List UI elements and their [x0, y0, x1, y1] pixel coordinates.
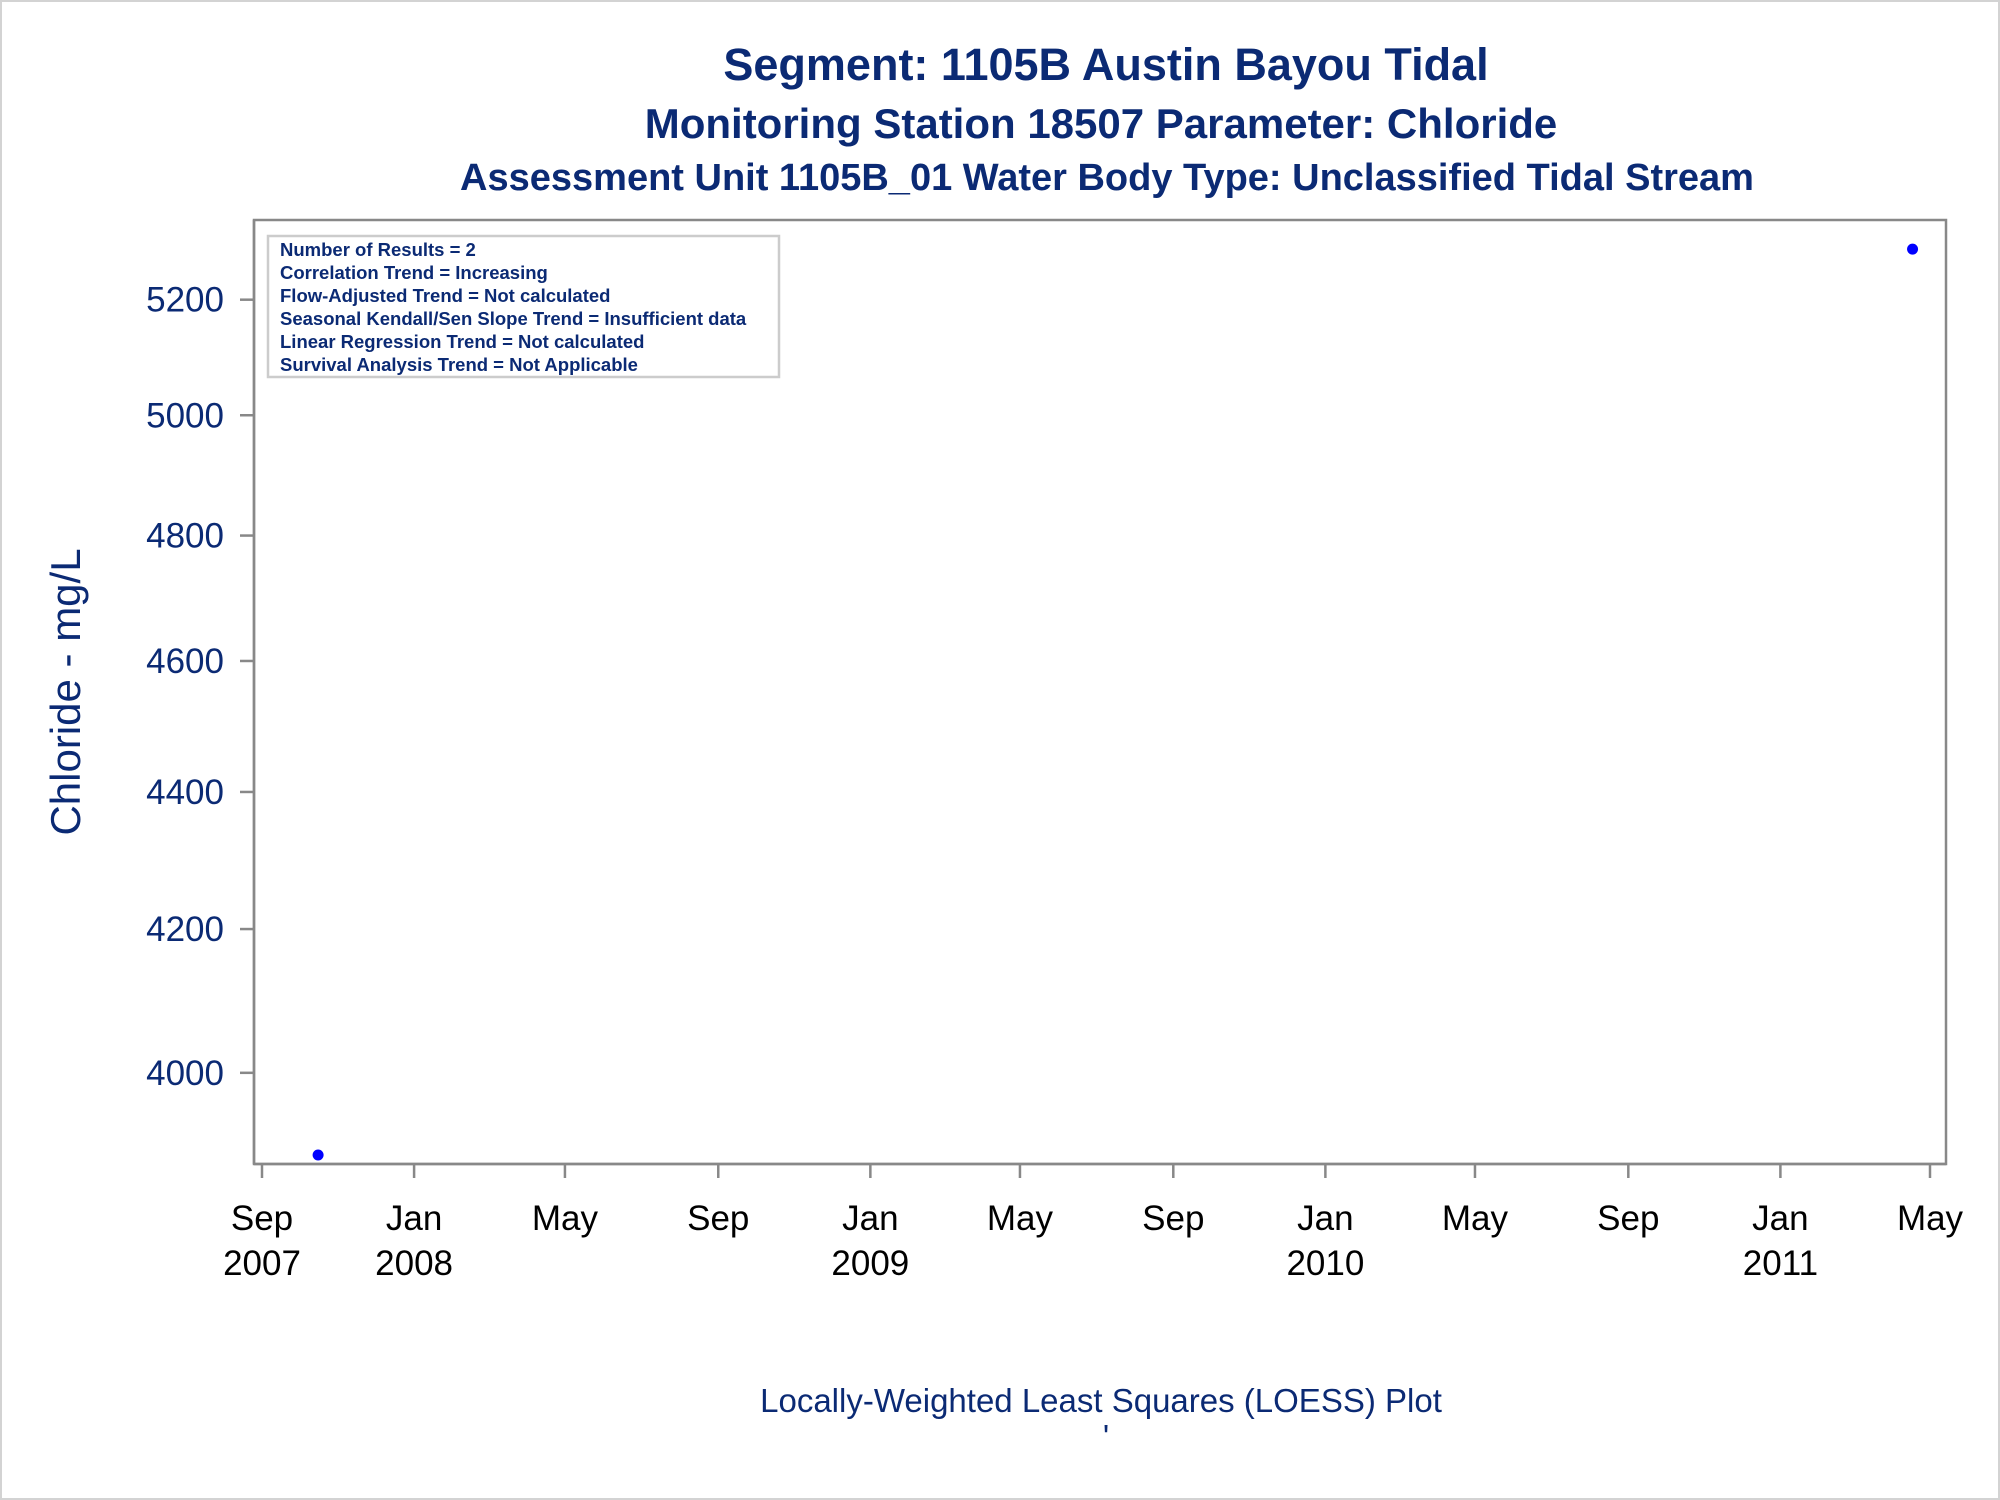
- x-tick-label-month: Jan: [1752, 1199, 1808, 1238]
- inset-stats-box: Number of Results = 2 Correlation Trend …: [266, 234, 781, 379]
- chart-title: Segment: 1105B Austin Bayou Tidal: [723, 39, 1488, 90]
- inset-line-flow-adjusted: Flow-Adjusted Trend = Not calculated: [280, 285, 610, 306]
- data-point: [1907, 243, 1919, 255]
- x-tick-label-month: Sep: [1597, 1199, 1659, 1238]
- x-tick-label-year: 2007: [223, 1244, 301, 1283]
- x-tick-label-year: 2010: [1286, 1244, 1364, 1283]
- inset-line-correlation: Correlation Trend = Increasing: [280, 262, 548, 283]
- x-axis: Sep 2007 Jan 2008 May Sep Jan 2009 May Sep Jan 2010…: [223, 1162, 1964, 1283]
- x-tick-label-year: 2009: [831, 1244, 909, 1283]
- chart-footnote: Locally-Weighted Least Squares (LOESS) P…: [760, 1382, 1442, 1419]
- footnote-mark: ': [1103, 1418, 1109, 1455]
- data-point: [312, 1149, 324, 1161]
- y-tick-label: 4600: [146, 642, 224, 681]
- y-tick-label: 4800: [146, 517, 224, 556]
- inset-line-survival: Survival Analysis Trend = Not Applicable: [280, 354, 638, 375]
- y-tick-label: 5000: [146, 396, 224, 435]
- x-tick-label-month: May: [532, 1199, 599, 1238]
- x-tick-label-month: Jan: [1297, 1199, 1353, 1238]
- y-tick-label: 4000: [146, 1054, 224, 1093]
- x-tick-label-month: Jan: [842, 1199, 898, 1238]
- inset-box-border: [266, 234, 781, 379]
- inset-line-linear-regression: Linear Regression Trend = Not calculated: [280, 331, 644, 352]
- inset-line-seasonal-kendall: Seasonal Kendall/Sen Slope Trend = Insuf…: [280, 308, 747, 329]
- inset-line-results: Number of Results = 2: [280, 239, 476, 260]
- x-tick-label-month: Jan: [386, 1199, 442, 1238]
- data-points: [312, 243, 1919, 1161]
- x-tick-label-month: May: [987, 1199, 1054, 1238]
- chart-subtitle: Monitoring Station 18507 Parameter: Chlo…: [645, 100, 1558, 147]
- x-tick-label-month: Sep: [687, 1199, 749, 1238]
- y-tick-label: 4200: [146, 910, 224, 949]
- x-tick-label-month: Sep: [1142, 1199, 1204, 1238]
- x-tick-label-month: May: [1442, 1199, 1509, 1238]
- y-axis: 4000 4200 4400 4600 4800 5000 5200: [146, 220, 256, 1164]
- y-axis-label: Chloride - mg/L: [42, 548, 89, 835]
- y-tick-label: 5200: [146, 281, 224, 320]
- x-tick-label-year: 2011: [1743, 1244, 1818, 1283]
- chart-subtitle-2: Assessment Unit 1105B_01 Water Body Type…: [460, 157, 1754, 199]
- x-tick-label-year: 2008: [375, 1244, 453, 1283]
- y-tick-label: 4400: [146, 773, 224, 812]
- x-tick-label-month: Sep: [231, 1199, 293, 1238]
- x-tick-label-month: May: [1897, 1199, 1964, 1238]
